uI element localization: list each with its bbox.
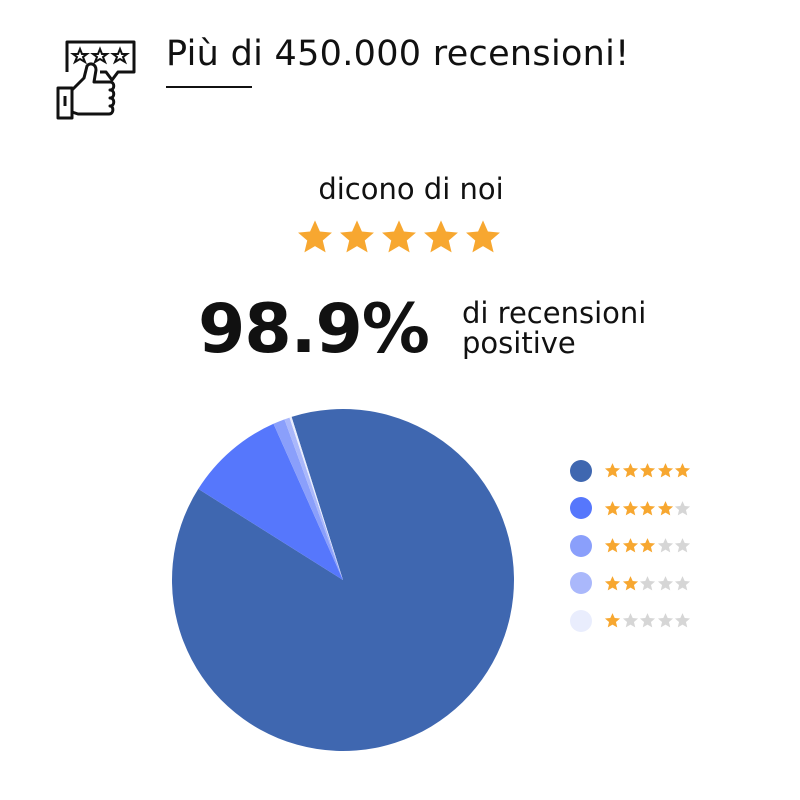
star-filled-icon — [657, 500, 673, 516]
star-filled-icon — [622, 500, 638, 516]
star-filled-icon — [657, 463, 673, 478]
legend-swatch — [570, 609, 592, 632]
positive-percentage: 98.9% — [198, 290, 430, 369]
rating-stars — [296, 218, 502, 256]
pie-chart — [171, 409, 514, 751]
star-filled-icon — [639, 500, 656, 516]
star-filled-icon — [639, 463, 656, 478]
star-icon — [298, 220, 332, 253]
star-empty-icon — [622, 613, 638, 628]
star-filled-icon — [604, 463, 621, 478]
star-filled-icon — [622, 538, 638, 553]
star-empty-icon — [674, 538, 691, 553]
star-filled-icon — [604, 613, 621, 628]
star-icon — [382, 220, 416, 253]
thumbs-up-review-icon — [56, 40, 136, 120]
star-empty-icon — [674, 575, 691, 591]
legend-item-1-stars — [570, 602, 692, 640]
legend-swatch — [570, 572, 592, 595]
star-icon — [340, 220, 374, 253]
legend-item-2-stars — [570, 565, 692, 603]
star-empty-icon — [674, 500, 691, 516]
star-empty-icon — [674, 613, 691, 628]
star-filled-icon — [674, 463, 691, 478]
pie-slice-2-stars — [284, 417, 343, 580]
star-empty-icon — [657, 575, 673, 591]
headline-underline — [166, 86, 252, 88]
percentage-label: di recensioni positive — [462, 298, 646, 358]
star-filled-icon — [639, 538, 656, 553]
star-filled-icon — [604, 575, 621, 591]
star-filled-icon — [622, 575, 638, 591]
pie-slice-1-stars — [289, 416, 343, 580]
star-filled-icon — [622, 463, 638, 478]
legend-swatch — [570, 459, 592, 482]
star-empty-icon — [657, 538, 673, 553]
star-icon — [424, 220, 458, 253]
star-filled-icon — [604, 538, 621, 553]
headline: Più di 450.000 recensioni! — [166, 34, 630, 74]
star-empty-icon — [639, 613, 656, 628]
star-icon — [466, 220, 500, 253]
legend-item-3-stars — [570, 527, 692, 565]
subtitle: dicono di noi — [318, 172, 504, 206]
pie-slice-3-stars — [273, 419, 343, 580]
percentage-label-line2: positive — [462, 326, 576, 360]
pie-slice-5-stars — [171, 409, 514, 751]
star-empty-icon — [639, 575, 656, 591]
star-filled-icon — [604, 500, 621, 516]
star-empty-icon — [657, 613, 673, 628]
legend-item-4-stars — [570, 490, 692, 528]
percentage-label-line1: di recensioni — [462, 296, 647, 330]
legend-swatch — [570, 534, 592, 557]
legend — [570, 452, 692, 640]
legend-swatch — [570, 497, 592, 520]
legend-item-5-stars — [570, 452, 692, 490]
pie-slice-4-stars — [198, 423, 343, 580]
